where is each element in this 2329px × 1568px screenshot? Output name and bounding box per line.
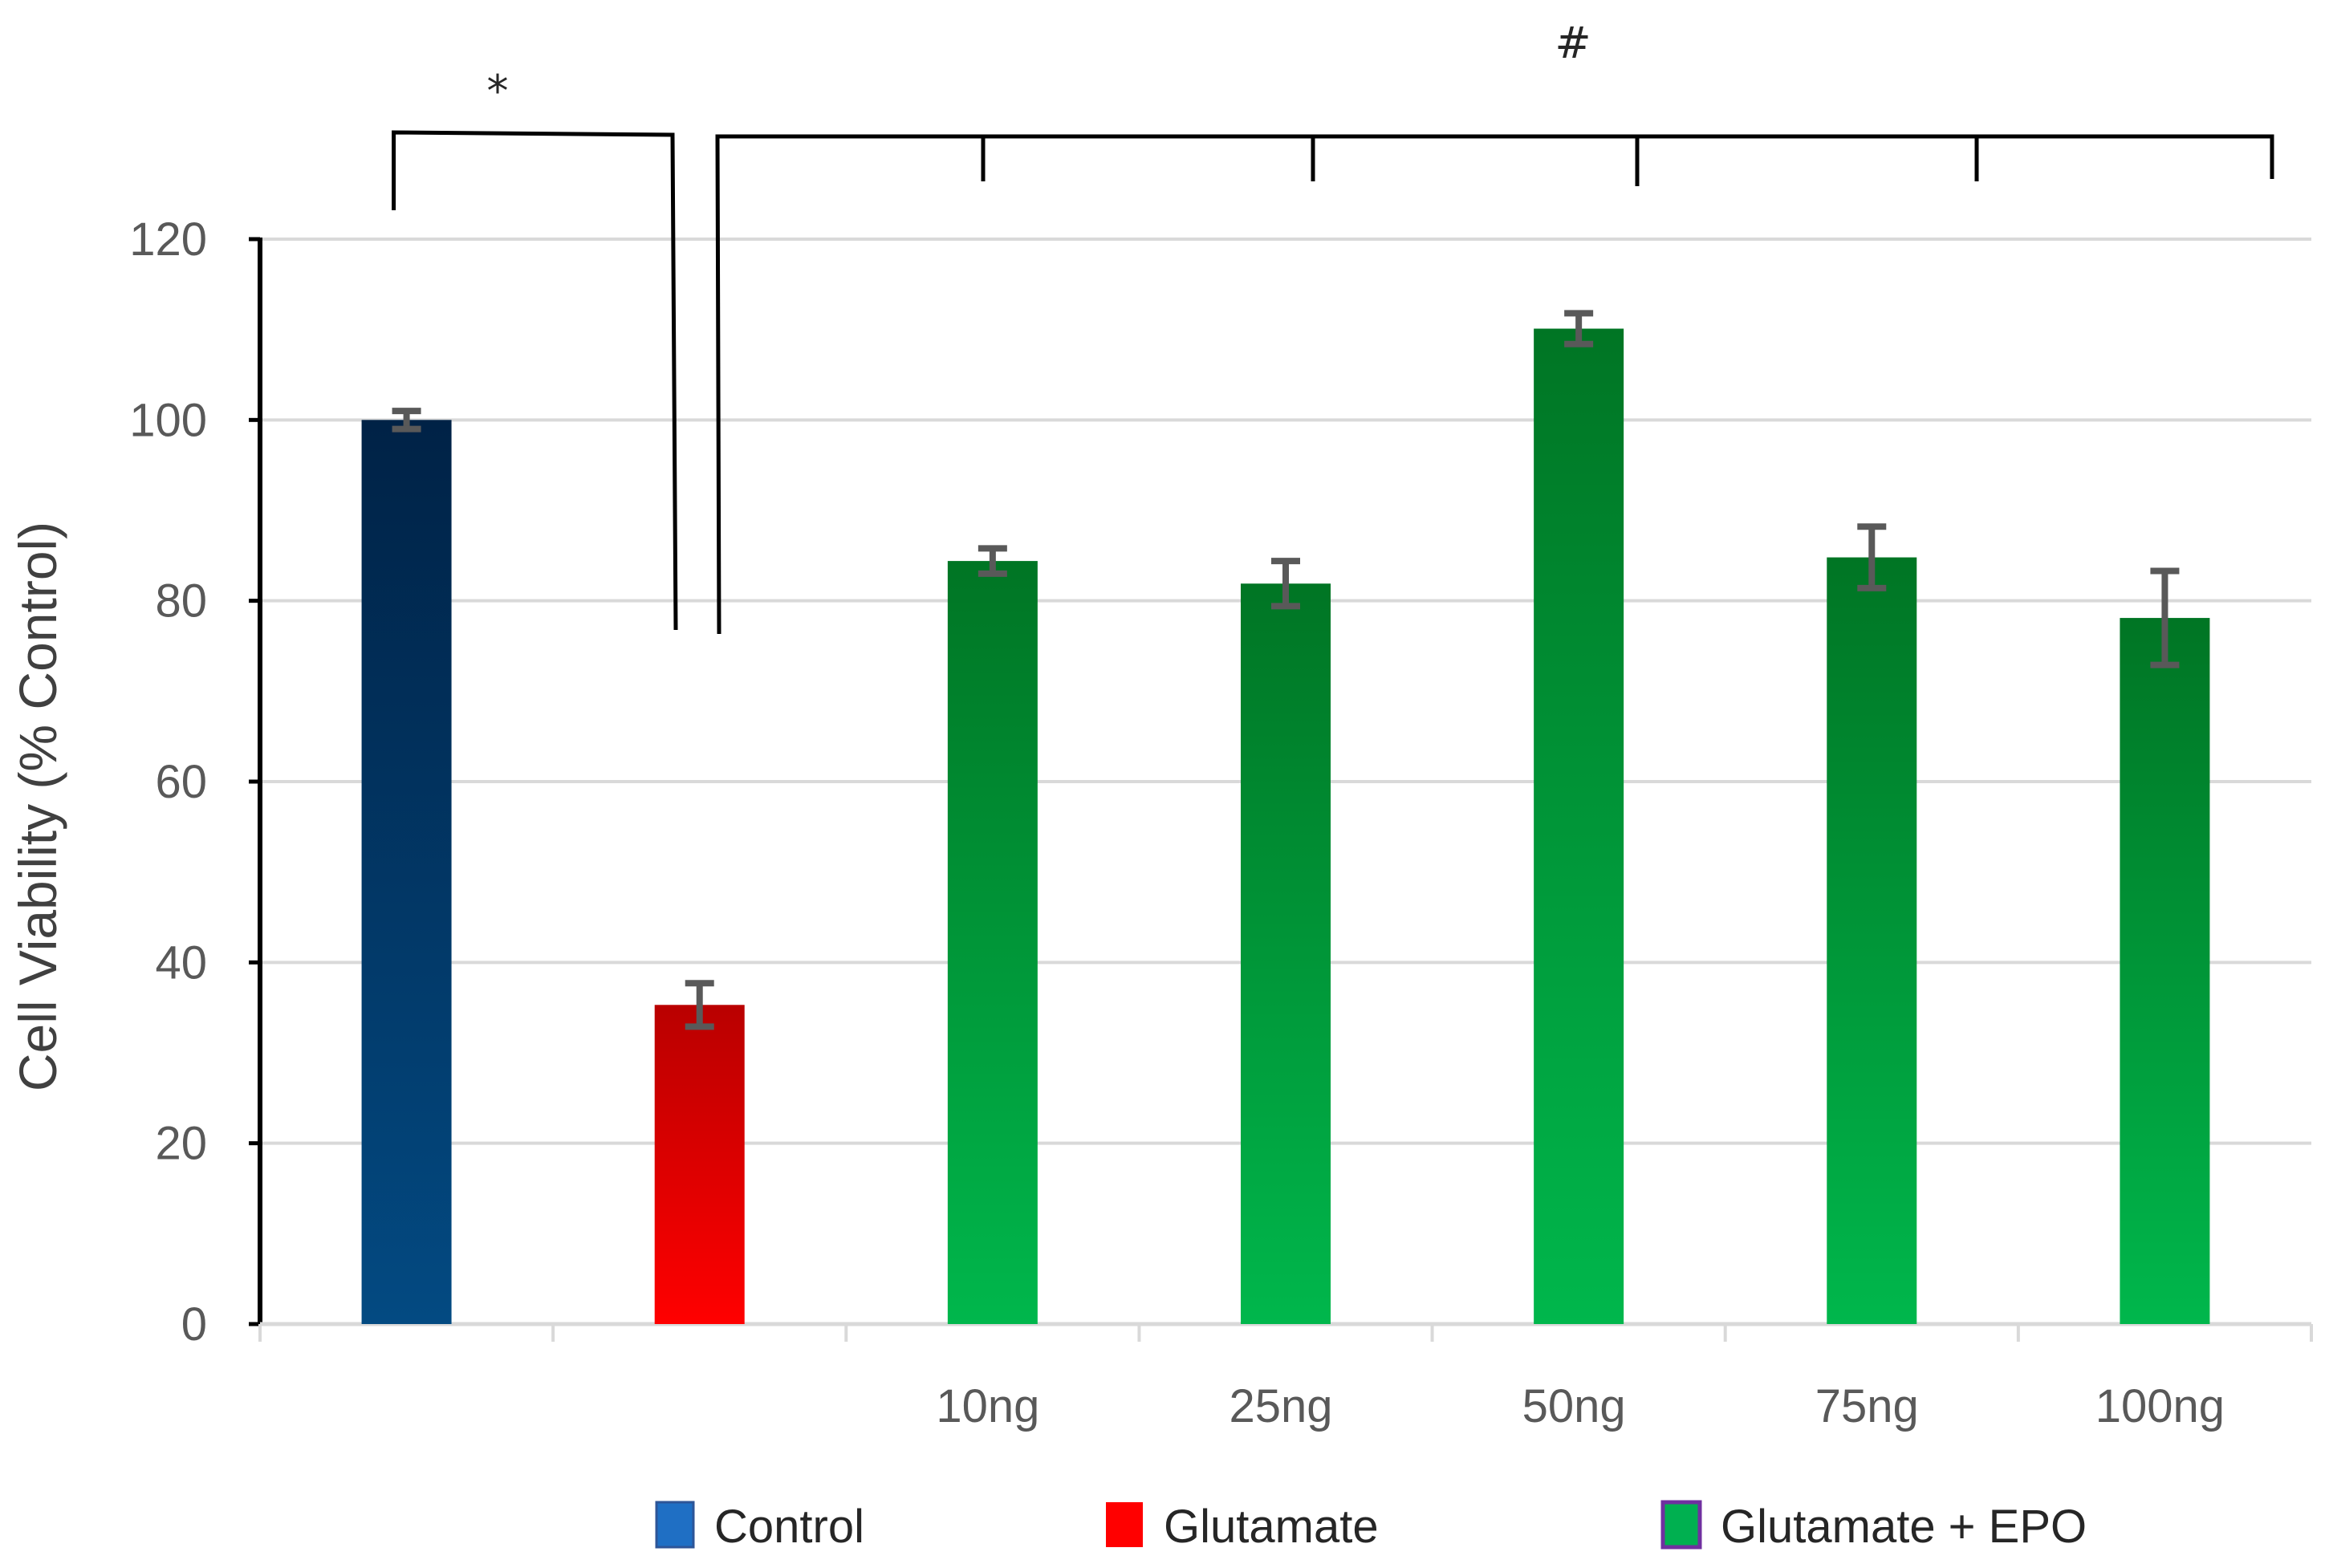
y-tick-label: 120 [129, 213, 207, 266]
error-bar [685, 980, 714, 1030]
bracket-hash-label: # [1555, 18, 1591, 68]
legend-label: Control [714, 1501, 864, 1553]
bar-6 [1827, 557, 1917, 1324]
bracket-star: * [392, 66, 678, 631]
legend-item: Glutamate + EPO [1660, 1500, 2087, 1553]
legend: Control Glutamate Glutamate + EPO [655, 1500, 2087, 1553]
legend-label: Glutamate [1164, 1501, 1379, 1553]
error-bar [2150, 567, 2180, 668]
bar-4 [1241, 583, 1331, 1324]
bar-3 [947, 561, 1038, 1324]
bracket-hash: # [715, 18, 2274, 635]
axes: 0 20 40 60 80 100 120 10ng 25ng 50ng 75ng 100ng [129, 213, 2313, 1432]
y-tick-label: 60 [155, 756, 207, 808]
bracket-star-line [392, 130, 678, 631]
x-tick-label: 100ng [2095, 1380, 2225, 1432]
y-tick-label: 40 [155, 936, 207, 989]
legend-label: Glutamate + EPO [1721, 1501, 2087, 1553]
y-tick-label: 80 [155, 575, 207, 628]
bracket-star-label: * [487, 66, 509, 116]
bar-2 [654, 1005, 745, 1324]
bar-7 [2120, 618, 2210, 1324]
bracket-hash-line [715, 134, 2274, 635]
legend-item: Control [655, 1501, 864, 1553]
x-tick-label: 25ng [1229, 1380, 1332, 1432]
y-axis-label: Cell Viability (% Control) [8, 522, 67, 1091]
bars [361, 310, 2210, 1325]
x-tick-label: 75ng [1815, 1380, 1919, 1432]
y-tick-label: 0 [181, 1298, 207, 1351]
legend-swatch [655, 1501, 695, 1549]
bar-5 [1534, 328, 1624, 1324]
x-tick-label: 50ng [1522, 1380, 1626, 1432]
error-bar [1857, 523, 1887, 591]
significance-brackets: *# [392, 18, 2274, 635]
y-tick-label: 100 [129, 394, 207, 446]
error-bar [1271, 558, 1300, 610]
legend-item: Glutamate [1106, 1501, 1379, 1553]
x-tick-label: 10ng [936, 1380, 1039, 1432]
error-bar [1564, 310, 1594, 347]
y-tick-label: 20 [155, 1118, 207, 1170]
legend-swatch [1106, 1502, 1143, 1547]
bar-1 [361, 420, 452, 1325]
error-bar [978, 545, 1007, 577]
error-bar [392, 408, 421, 433]
legend-swatch [1660, 1500, 1702, 1550]
